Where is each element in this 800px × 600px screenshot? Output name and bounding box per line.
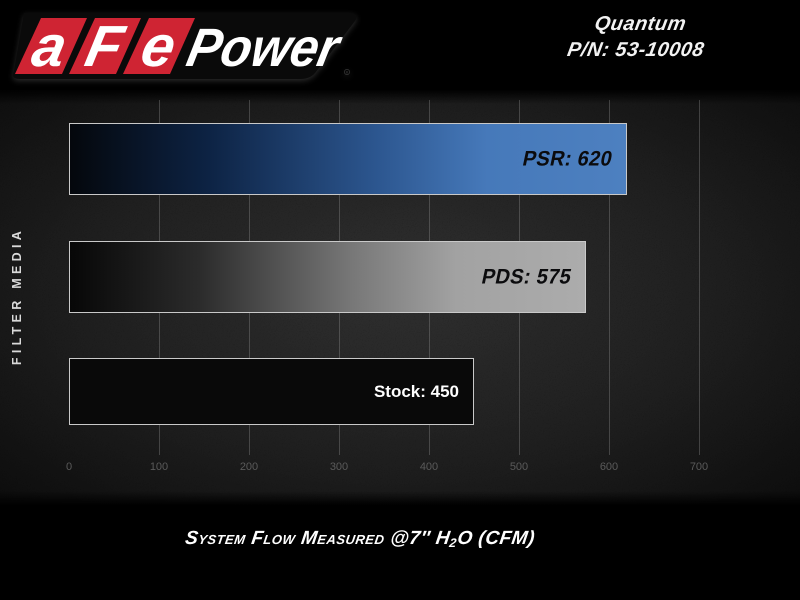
- svg-text:Power: Power: [182, 18, 347, 78]
- svg-text:R: R: [346, 71, 349, 75]
